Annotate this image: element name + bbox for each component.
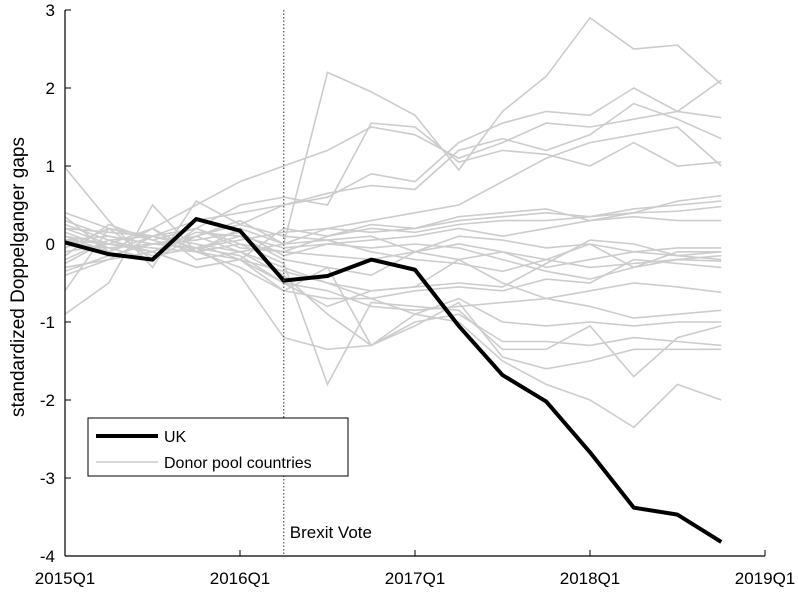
donor-series-line-24 [64, 231, 722, 280]
uk-line-group [64, 217, 723, 544]
y-tick-label: -1 [40, 313, 55, 332]
y-tick-label: -3 [40, 469, 55, 488]
y-tick-label: -4 [40, 547, 55, 566]
x-tick-label: 2017Q1 [385, 569, 446, 588]
x-axis-ticks: 2015Q1 2016Q1 2017Q1 2018Q1 2019Q1 [35, 550, 796, 588]
donor-series-line-22 [64, 227, 722, 269]
legend-uk-label: UK [164, 429, 187, 446]
brexit-vote-label: Brexit Vote [290, 523, 372, 542]
donor-series-line-11 [64, 227, 722, 261]
legend: UK Donor pool countries [87, 417, 349, 477]
x-tick-label: 2015Q1 [35, 569, 96, 588]
donor-series-line-18 [64, 231, 722, 347]
donor-series-line-3 [64, 79, 722, 238]
y-axis-title: standardized Doppelganger gaps [8, 137, 29, 417]
y-tick-label: 0 [46, 235, 55, 254]
donor-pool-lines [64, 16, 722, 429]
x-tick-label: 2016Q1 [210, 569, 271, 588]
y-tick-label: 1 [46, 157, 55, 176]
donor-series-line-10 [64, 205, 722, 257]
y-tick-label: 3 [46, 1, 55, 20]
donor-series-line-21 [64, 239, 722, 429]
donor-series-line-14 [64, 227, 722, 300]
y-tick-label: 2 [46, 79, 55, 98]
x-tick-label: 2018Q1 [560, 569, 621, 588]
legend-donor-label: Donor pool countries [164, 455, 312, 472]
donor-series-line-20 [64, 243, 722, 370]
donor-series-line-15 [64, 250, 722, 312]
donor-series-line-4 [64, 110, 722, 253]
y-tick-label: -2 [40, 391, 55, 410]
y-axis-ticks: 3 2 1 0 -1 -2 -3 -4 [40, 1, 71, 566]
legend-box [87, 417, 349, 477]
x-tick-label: 2019Q1 [735, 569, 796, 588]
uk-series-line [64, 217, 723, 544]
